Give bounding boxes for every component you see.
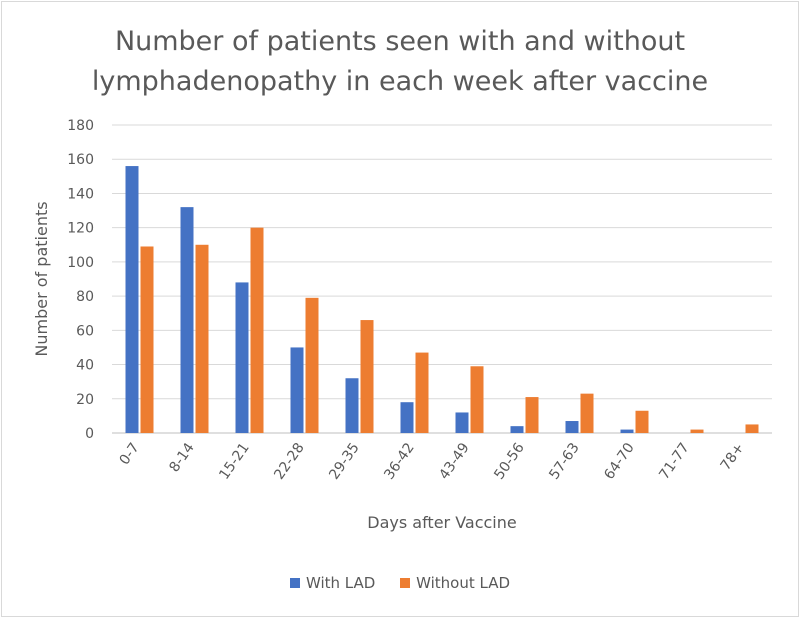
legend: With LAD Without LAD: [0, 573, 800, 592]
bar-without-lad-22-28: [305, 297, 319, 433]
legend-label-with-lad: With LAD: [305, 573, 376, 592]
x-tick-label: 57-63: [546, 440, 582, 483]
bar-without-lad-36-42: [415, 352, 429, 433]
y-tick-label: 180: [67, 118, 94, 134]
x-tick-label: 22-28: [271, 440, 307, 483]
bar-without-lad-78+: [745, 424, 759, 433]
bar-without-lad-8-14: [195, 244, 209, 433]
legend-swatch-with-lad: [289, 578, 300, 588]
y-tick-labels: 0 20 40 60 80 100 120 140 160 180: [67, 118, 94, 442]
legend-item-with-lad: With LAD: [289, 573, 376, 592]
legend-item-without-lad: Without LAD: [400, 574, 510, 592]
y-tick-label: 80: [76, 289, 94, 305]
bar-without-lad-64-70: [635, 410, 649, 433]
y-tick-label: 20: [76, 392, 94, 408]
bar-without-lad-71-77: [690, 429, 704, 433]
legend-swatch-without-lad: [400, 578, 411, 588]
bar-with-lad-36-42: [400, 402, 414, 433]
y-tick-label: 140: [67, 186, 94, 202]
y-tick-label: 120: [67, 221, 94, 237]
bar-with-lad-0-7: [125, 166, 139, 434]
bar-without-lad-15-21: [250, 227, 264, 433]
bar-without-lad-0-7: [140, 246, 154, 433]
y-tick-label: 0: [85, 426, 94, 442]
legend-label-without-lad: Without LAD: [416, 573, 511, 592]
y-tick-label: 40: [76, 358, 94, 374]
bar-with-lad-64-70: [620, 429, 634, 433]
bar-without-lad-29-35: [360, 320, 374, 433]
bar-with-lad-15-21: [235, 282, 249, 433]
bar-with-lad-8-14: [180, 207, 194, 433]
bar-with-lad-29-35: [345, 378, 359, 433]
bar-with-lad-57-63: [565, 421, 579, 433]
x-tick-label: 43-49: [436, 440, 472, 483]
x-tick-label: 8-14: [166, 440, 197, 475]
chart-title-line-2: lymphadenopathy in each week after vacci…: [91, 66, 709, 97]
bar-with-lad-43-49: [455, 412, 469, 433]
x-tick-label: 71-77: [656, 440, 692, 483]
bar-without-lad-57-63: [580, 393, 594, 433]
y-axis-title: Number of patients: [32, 201, 51, 356]
x-tick-label: 29-35: [326, 440, 362, 483]
x-tick-label: 50-56: [491, 440, 527, 483]
bar-with-lad-22-28: [290, 347, 304, 433]
x-tick-label: 64-70: [601, 440, 637, 483]
y-tick-label: 100: [67, 255, 94, 271]
chart-title-line-1: Number of patients seen with and without: [114, 26, 686, 57]
bar-without-lad-43-49: [470, 366, 484, 433]
x-tick-label: 0-7: [117, 440, 143, 468]
x-axis-title: Days after Vaccine: [367, 513, 516, 532]
x-tick-label: 15-21: [216, 440, 252, 483]
bar-without-lad-50-56: [525, 397, 539, 433]
x-tick-labels: 0-7 8-14 15-21 22-28 29-35 36-42 43-49 50-56 57-…: [117, 440, 748, 483]
bars: [125, 166, 759, 434]
bar-with-lad-50-56: [510, 426, 524, 433]
x-tick-label: 78+: [718, 440, 748, 473]
y-tick-label: 160: [67, 152, 94, 168]
grid-lines: [112, 124, 772, 434]
y-tick-label: 60: [76, 323, 94, 339]
x-tick-label: 36-42: [381, 440, 417, 483]
